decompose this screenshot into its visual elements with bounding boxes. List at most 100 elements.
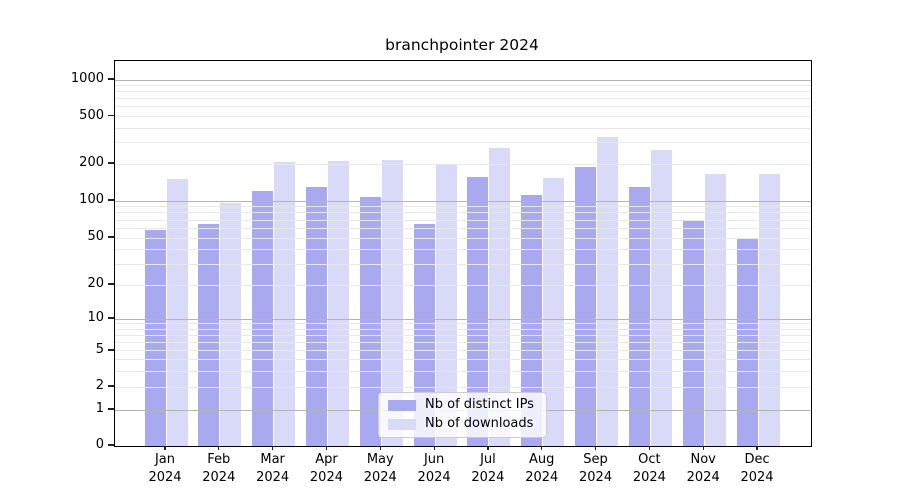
bar-distinct-ips-sep (575, 166, 597, 446)
x-tick-label-line: 2024 (525, 469, 559, 485)
x-tick-label-line: 2024 (686, 469, 720, 485)
plot-area: Nb of distinct IPs Nb of downloads (114, 60, 812, 447)
gridline-minor-2 (115, 386, 811, 388)
y-tick-10 (108, 317, 114, 319)
gridline-minor-60 (115, 227, 811, 229)
x-tick-label-apr: Apr 2024 (296, 451, 356, 486)
gridline-minor-8 (115, 328, 811, 330)
y-tick-100 (108, 199, 114, 201)
y-tick-0 (108, 444, 114, 446)
gridline-minor-7 (115, 334, 811, 336)
gridline-minor-200 (115, 163, 811, 165)
gridline-minor-9 (115, 323, 811, 325)
x-tick-label-line: Apr (315, 452, 338, 467)
x-tick-sep (594, 446, 597, 450)
x-tick-label-line: 2024 (471, 469, 505, 485)
bar-downloads-may (381, 159, 403, 446)
legend-label-distinct-ips: Nb of distinct IPs (425, 397, 534, 412)
gridline-minor-50 (115, 237, 811, 239)
bar-distinct-ips-jan (144, 230, 166, 446)
x-tick-label-sep: Sep 2024 (566, 451, 626, 486)
bar-downloads-nov (704, 174, 726, 446)
y-tick-200 (108, 162, 114, 164)
bar-distinct-ips-oct (628, 187, 650, 446)
x-tick-label-line: Feb (207, 452, 231, 467)
bar-distinct-ips-jul (467, 176, 489, 446)
x-tick-label-line: 2024 (363, 469, 397, 485)
y-tick-50 (108, 236, 114, 238)
legend-item-downloads: Nb of downloads (388, 416, 534, 432)
x-tick-label-line: Mar (260, 452, 285, 467)
y-tick-1 (108, 408, 114, 410)
x-tick-label-line: Oct (638, 452, 661, 467)
y-tick-label-0: 0 (95, 437, 104, 452)
y-tick-label-20: 20 (87, 275, 104, 291)
x-tick-label-line: 2024 (417, 469, 451, 485)
x-tick-label-line: 2024 (202, 469, 236, 485)
x-tick-label-feb: Feb 2024 (189, 451, 249, 486)
x-tick-label-line: 2024 (579, 469, 613, 485)
x-tick-aug (541, 446, 543, 450)
bar-downloads-dec (758, 173, 780, 446)
x-tick-label-nov: Nov 2024 (673, 451, 733, 486)
x-tick-label-line: Dec (744, 452, 770, 467)
y-tick-label-500: 500 (79, 107, 104, 123)
y-tick-label-1000: 1000 (70, 71, 104, 87)
x-tick-jul (487, 446, 489, 450)
y-tick-2 (108, 385, 114, 387)
y-tick-label-1: 1 (95, 401, 104, 416)
bar-downloads-apr (327, 160, 349, 446)
x-tick-label-line: Jun (423, 452, 445, 467)
x-tick-label-jan: Jan 2024 (135, 451, 195, 486)
x-tick-label-mar: Mar 2024 (243, 451, 303, 486)
gridline-minor-5 (115, 350, 811, 352)
x-tick-oct (648, 446, 650, 450)
y-tick-label-50: 50 (87, 228, 104, 244)
gridline-minor-40 (115, 248, 811, 250)
gridline-major-1000 (115, 79, 811, 81)
x-tick-label-line: Aug (529, 452, 555, 467)
gridline-minor-20 (115, 284, 811, 286)
gridline-major-10 (115, 318, 811, 320)
x-tick-label-line: 2024 (309, 469, 343, 485)
gridline-minor-90 (115, 206, 811, 208)
x-tick-label-line: Jul (480, 452, 496, 467)
x-tick-label-line: May (366, 452, 394, 467)
bar-downloads-jun (435, 165, 457, 446)
legend-swatch-downloads-icon (388, 418, 416, 430)
legend-swatch-distinct-ips-icon (388, 399, 416, 411)
bar-downloads-jul (489, 148, 511, 446)
y-tick-1000 (108, 78, 114, 80)
bar-downloads-jan (166, 179, 188, 446)
x-tick-label-oct: Oct 2024 (619, 451, 679, 486)
x-tick-label-line: Nov (690, 452, 716, 467)
legend-item-distinct-ips: Nb of distinct IPs (388, 397, 534, 413)
bar-distinct-ips-apr (305, 186, 327, 446)
bar-downloads-oct (650, 150, 672, 446)
bar-distinct-ips-aug (521, 194, 543, 446)
x-tick-label-line: Jan (154, 452, 176, 467)
gridline-minor-400 (115, 127, 811, 129)
gridline-minor-3 (115, 370, 811, 372)
x-tick-dec (756, 446, 758, 450)
gridline-minor-500 (115, 116, 811, 118)
y-tick-label-100: 100 (79, 191, 104, 207)
y-tick-label-2: 2 (95, 378, 104, 394)
gridline-minor-70 (115, 219, 811, 221)
y-tick-5 (108, 349, 114, 351)
y-tick-20 (108, 283, 114, 285)
legend: Nb of distinct IPs Nb of downloads (378, 392, 547, 438)
chart-title: branchpointer 2024 (385, 36, 539, 54)
x-tick-label-jun: Jun 2024 (404, 451, 464, 486)
x-tick-jun (433, 446, 435, 450)
x-tick-feb (218, 446, 220, 450)
x-tick-mar (272, 446, 274, 450)
x-tick-label-may: May 2024 (350, 451, 410, 486)
bar-downloads-aug (543, 177, 565, 446)
gridline-minor-80 (115, 212, 811, 214)
x-tick-label-dec: Dec 2024 (727, 451, 787, 486)
y-tick-500 (108, 114, 114, 117)
x-tick-label-jul: Jul 2024 (458, 451, 518, 486)
gridline-minor-900 (115, 85, 811, 87)
bar-distinct-ips-nov (682, 220, 704, 446)
